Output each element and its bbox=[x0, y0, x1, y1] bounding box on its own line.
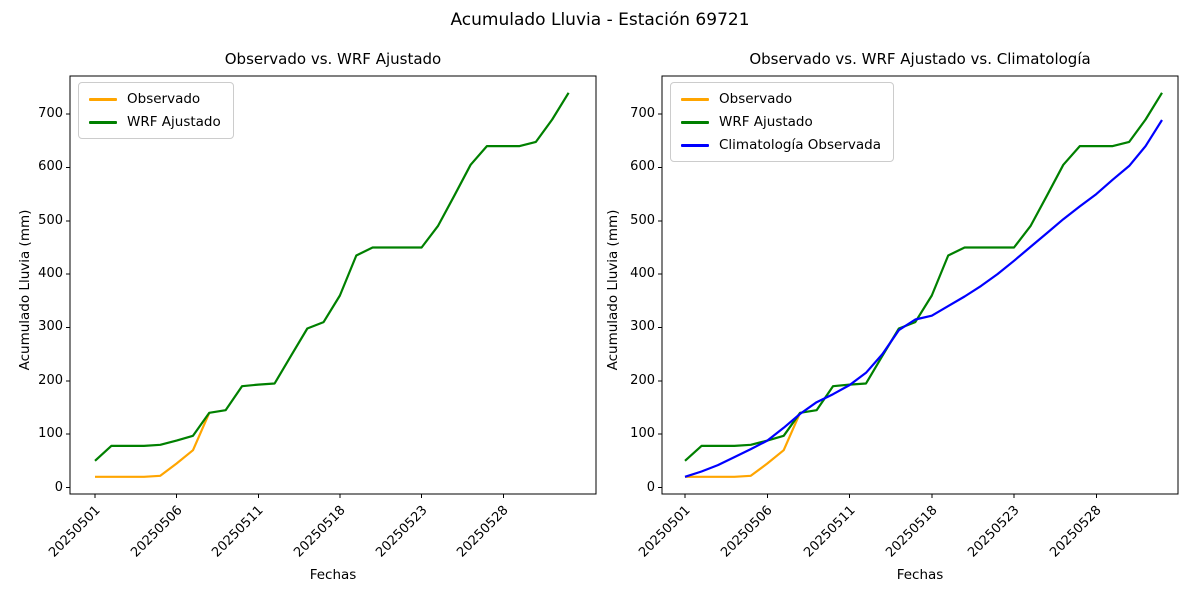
y-tick-label: 100 bbox=[630, 426, 655, 442]
y-tick-label: 300 bbox=[630, 319, 655, 335]
left-x-axis-label: Fechas bbox=[309, 567, 357, 583]
y-tick-label: 500 bbox=[38, 212, 63, 228]
legend-line-swatch bbox=[681, 97, 709, 101]
legend-line-swatch bbox=[681, 120, 709, 124]
legend-label: Climatología Observada bbox=[719, 137, 881, 153]
legend-item: Observado bbox=[681, 90, 881, 108]
y-tick-label: 600 bbox=[38, 159, 63, 175]
axes-frame bbox=[661, 75, 1179, 495]
left-y-axis-label: Acumulado Lluvia (mm) bbox=[17, 209, 33, 371]
series-line-observado bbox=[95, 412, 211, 478]
y-tick-label: 500 bbox=[630, 212, 655, 228]
right-legend: Observado WRF Ajustado Climatología Observ… bbox=[670, 82, 894, 162]
legend-label: Observado bbox=[719, 91, 793, 107]
legend-label: WRF Ajustado bbox=[127, 114, 221, 130]
figure-title: Acumulado Lluvia - Estación 69721 bbox=[450, 10, 750, 30]
y-tick-label: 700 bbox=[38, 106, 63, 122]
legend-label: WRF Ajustado bbox=[719, 114, 813, 130]
y-tick-label: 400 bbox=[38, 266, 63, 282]
legend-line-swatch bbox=[681, 143, 709, 147]
y-tick-label: 100 bbox=[38, 426, 63, 442]
y-tick-label: 0 bbox=[646, 479, 655, 495]
axes-frame bbox=[69, 75, 597, 495]
legend-label: Observado bbox=[127, 91, 201, 107]
right-y-axis-label: Acumulado Lluvia (mm) bbox=[605, 209, 621, 371]
series-line-climatolog-a-observada bbox=[684, 119, 1163, 478]
y-tick-label: 300 bbox=[38, 319, 63, 335]
legend-item: Climatología Observada bbox=[681, 136, 881, 154]
legend-line-swatch bbox=[89, 120, 117, 124]
y-tick-label: 400 bbox=[630, 266, 655, 282]
legend-line-swatch bbox=[89, 97, 117, 101]
legend-item: WRF Ajustado bbox=[89, 113, 221, 131]
y-tick-label: 600 bbox=[630, 159, 655, 175]
y-tick-label: 200 bbox=[38, 372, 63, 388]
legend-item: Observado bbox=[89, 90, 221, 108]
series-line-observado bbox=[685, 412, 802, 478]
legend-item: WRF Ajustado bbox=[681, 113, 881, 131]
y-tick-label: 700 bbox=[630, 106, 655, 122]
right-plot-title: Observado vs. WRF Ajustado vs. Climatolo… bbox=[749, 50, 1091, 68]
series-line-wrf-ajustado bbox=[94, 92, 570, 462]
right-x-axis-label: Fechas bbox=[896, 567, 944, 583]
y-tick-label: 200 bbox=[630, 372, 655, 388]
left-legend: Observado WRF Ajustado bbox=[78, 82, 234, 139]
y-tick-label: 0 bbox=[54, 479, 63, 495]
left-plot-title: Observado vs. WRF Ajustado bbox=[224, 50, 442, 68]
